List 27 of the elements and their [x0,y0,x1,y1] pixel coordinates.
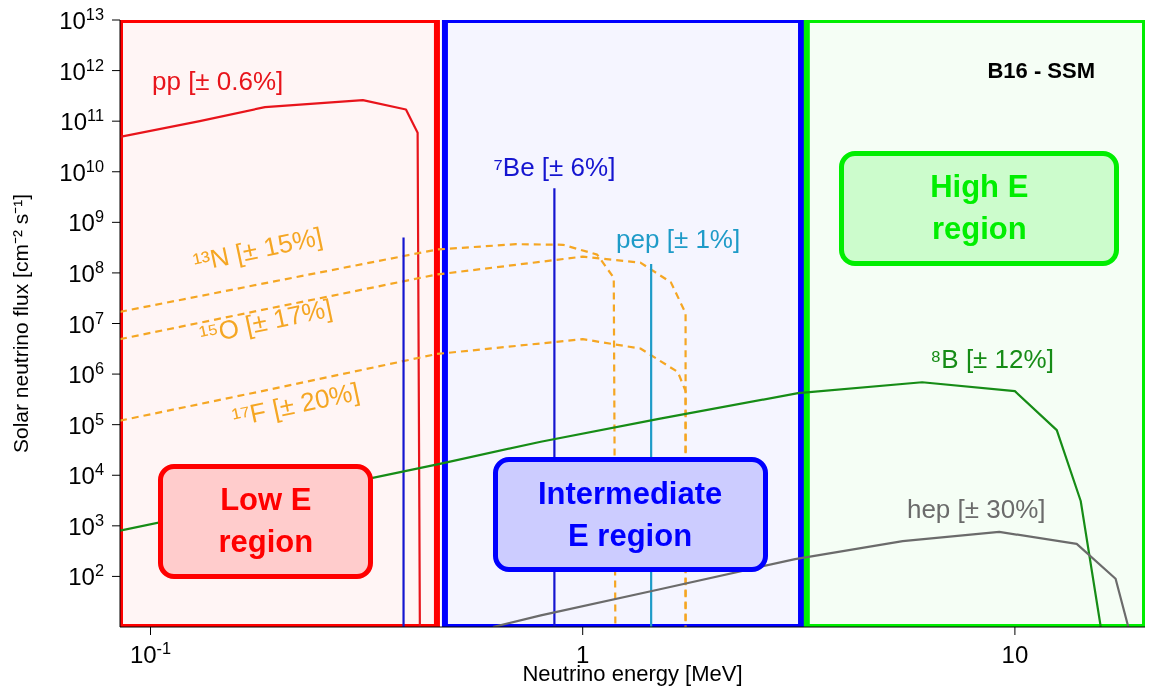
y-axis-title: Solar neutrino flux [cm⁻² s⁻¹] [9,193,32,454]
y-tick-label: 10$^{13}$ [59,5,104,34]
series-label: pp [± 0.6%] [152,65,284,96]
y-tick-label: 10$^{12}$ [59,55,104,85]
y-tick-label: 10$^{9}$ [68,207,104,237]
series-label: pep [± 1%] [616,224,741,255]
x-tick-label: 10$^{-1}$ [129,639,172,668]
series-label: ⁷Be [± 6%] [493,152,616,183]
y-tick-label: 10$^{5}$ [68,409,104,439]
y-tick-label: 10$^{7}$ [68,308,104,338]
x-tick-label: 10 [1001,641,1029,668]
y-tick-label: 10$^{6}$ [68,359,104,389]
y-tick-label: 10$^{3}$ [68,510,104,540]
y-tick-label: 10$^{2}$ [68,561,104,591]
y-tick-label: 10$^{10}$ [59,156,104,186]
y-tick-label: 10$^{4}$ [68,460,104,490]
annotation: B16 - SSM [987,58,1095,84]
series-label: hep [± 30%] [906,493,1046,524]
band-label: Intermediate E region [537,474,723,555]
series-label: ⁸B [± 12%] [930,344,1054,375]
text: ¹⁷F [± 20%] [229,376,363,433]
text: ¹⁵O [± 17%] [196,292,335,351]
band-label: High E region [930,168,1029,249]
text: ¹³N [± 15%] [190,221,326,278]
y-tick-label: 10$^{11}$ [60,106,104,136]
band-label: Low E region [218,481,314,562]
y-tick-label: 10$^{8}$ [68,257,104,287]
